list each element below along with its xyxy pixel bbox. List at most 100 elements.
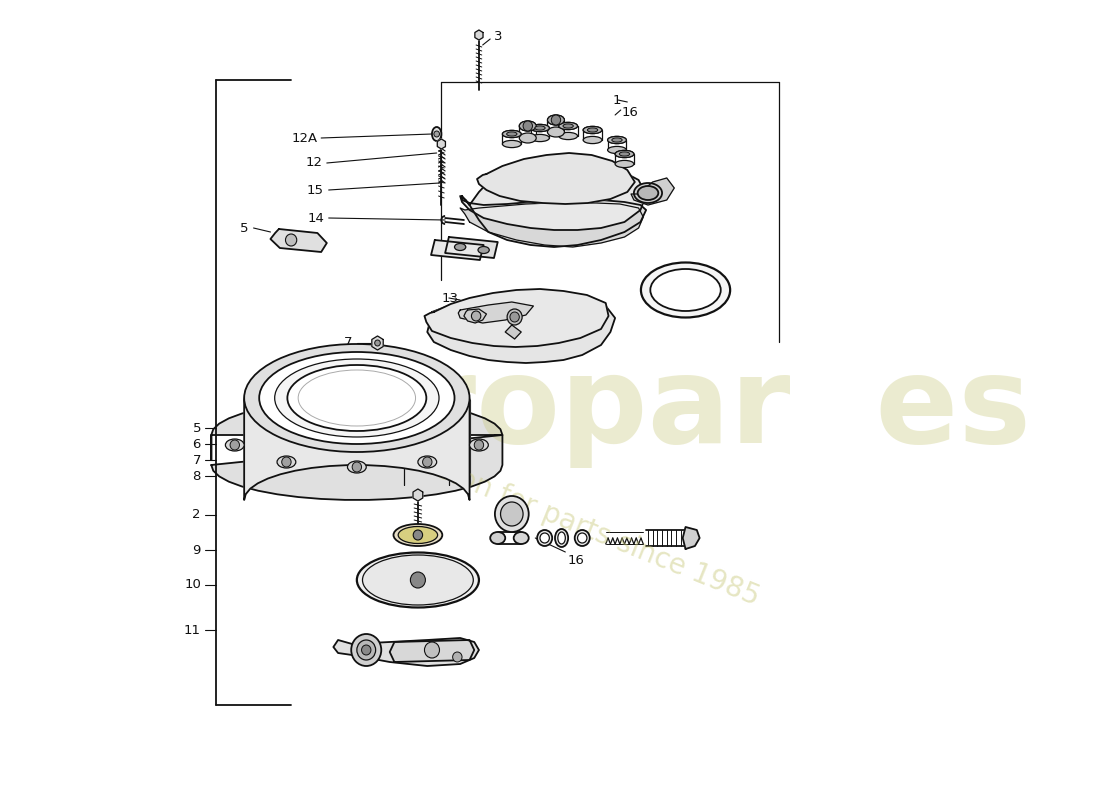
- Ellipse shape: [638, 186, 658, 200]
- Ellipse shape: [530, 124, 549, 131]
- Ellipse shape: [530, 134, 549, 142]
- Polygon shape: [477, 153, 635, 204]
- Ellipse shape: [578, 533, 587, 543]
- Ellipse shape: [583, 126, 602, 134]
- Ellipse shape: [559, 122, 578, 130]
- Circle shape: [286, 234, 297, 246]
- Ellipse shape: [563, 124, 573, 128]
- Ellipse shape: [470, 439, 488, 451]
- Circle shape: [433, 131, 440, 137]
- Ellipse shape: [503, 141, 521, 147]
- Circle shape: [352, 462, 362, 472]
- Text: 7: 7: [343, 337, 352, 350]
- Ellipse shape: [244, 344, 470, 452]
- Ellipse shape: [607, 146, 626, 154]
- Ellipse shape: [519, 133, 536, 143]
- Circle shape: [510, 312, 519, 322]
- Circle shape: [474, 440, 484, 450]
- Polygon shape: [427, 294, 615, 363]
- Text: 16: 16: [568, 554, 584, 566]
- Text: 1: 1: [613, 94, 620, 106]
- Ellipse shape: [530, 124, 549, 131]
- Ellipse shape: [514, 532, 529, 544]
- Polygon shape: [211, 400, 503, 500]
- Ellipse shape: [260, 352, 454, 444]
- Ellipse shape: [559, 132, 578, 139]
- Circle shape: [282, 457, 292, 467]
- Text: 5: 5: [241, 222, 249, 234]
- Ellipse shape: [641, 262, 730, 318]
- Ellipse shape: [394, 524, 442, 546]
- Text: 12A: 12A: [292, 131, 318, 145]
- Text: a passion for parts since 1985: a passion for parts since 1985: [364, 429, 763, 611]
- Polygon shape: [475, 30, 483, 40]
- Text: 6: 6: [344, 363, 352, 377]
- Circle shape: [351, 634, 382, 666]
- Polygon shape: [683, 527, 700, 549]
- Polygon shape: [460, 162, 646, 230]
- Ellipse shape: [556, 529, 569, 547]
- Circle shape: [452, 652, 462, 662]
- Ellipse shape: [607, 136, 626, 144]
- Text: 2: 2: [192, 509, 201, 522]
- Ellipse shape: [454, 243, 465, 250]
- Ellipse shape: [615, 150, 634, 158]
- Ellipse shape: [432, 127, 441, 141]
- Ellipse shape: [548, 115, 564, 125]
- Polygon shape: [464, 309, 486, 323]
- Polygon shape: [505, 325, 521, 339]
- Ellipse shape: [398, 526, 438, 543]
- Circle shape: [500, 502, 524, 526]
- Text: 15: 15: [307, 183, 324, 197]
- Text: 6: 6: [192, 438, 201, 450]
- Polygon shape: [412, 489, 422, 501]
- Ellipse shape: [277, 456, 296, 468]
- Polygon shape: [459, 302, 534, 323]
- Circle shape: [422, 457, 432, 467]
- Ellipse shape: [507, 132, 517, 136]
- Ellipse shape: [583, 136, 602, 144]
- Ellipse shape: [503, 130, 521, 138]
- Ellipse shape: [583, 126, 602, 134]
- Polygon shape: [372, 336, 383, 350]
- Ellipse shape: [537, 530, 552, 546]
- Circle shape: [410, 572, 426, 588]
- Polygon shape: [425, 289, 608, 347]
- Ellipse shape: [287, 365, 427, 431]
- Ellipse shape: [478, 246, 490, 254]
- Ellipse shape: [559, 122, 578, 130]
- Text: 13: 13: [441, 291, 459, 305]
- Ellipse shape: [519, 121, 536, 131]
- Ellipse shape: [418, 456, 437, 468]
- Circle shape: [507, 309, 522, 325]
- Ellipse shape: [519, 121, 536, 131]
- Polygon shape: [333, 638, 478, 666]
- Ellipse shape: [535, 126, 546, 130]
- Text: 14: 14: [307, 211, 324, 225]
- Ellipse shape: [356, 553, 478, 607]
- Polygon shape: [431, 240, 484, 260]
- Ellipse shape: [226, 439, 244, 451]
- Ellipse shape: [634, 183, 662, 203]
- Ellipse shape: [587, 128, 597, 132]
- Circle shape: [425, 642, 440, 658]
- Circle shape: [366, 360, 385, 380]
- Ellipse shape: [615, 160, 634, 168]
- Polygon shape: [446, 237, 497, 258]
- Ellipse shape: [607, 136, 626, 144]
- Circle shape: [370, 364, 382, 376]
- Ellipse shape: [574, 530, 590, 546]
- Ellipse shape: [503, 130, 521, 138]
- Text: 12: 12: [305, 157, 322, 170]
- Polygon shape: [389, 640, 474, 662]
- Polygon shape: [244, 345, 470, 500]
- Text: 5: 5: [192, 422, 201, 434]
- Text: 8: 8: [192, 470, 201, 482]
- Circle shape: [230, 440, 240, 450]
- Polygon shape: [438, 139, 446, 149]
- Ellipse shape: [275, 359, 439, 437]
- Text: 4: 4: [696, 286, 705, 299]
- Text: 11: 11: [184, 623, 201, 637]
- Text: 3: 3: [494, 30, 503, 43]
- Ellipse shape: [558, 532, 565, 544]
